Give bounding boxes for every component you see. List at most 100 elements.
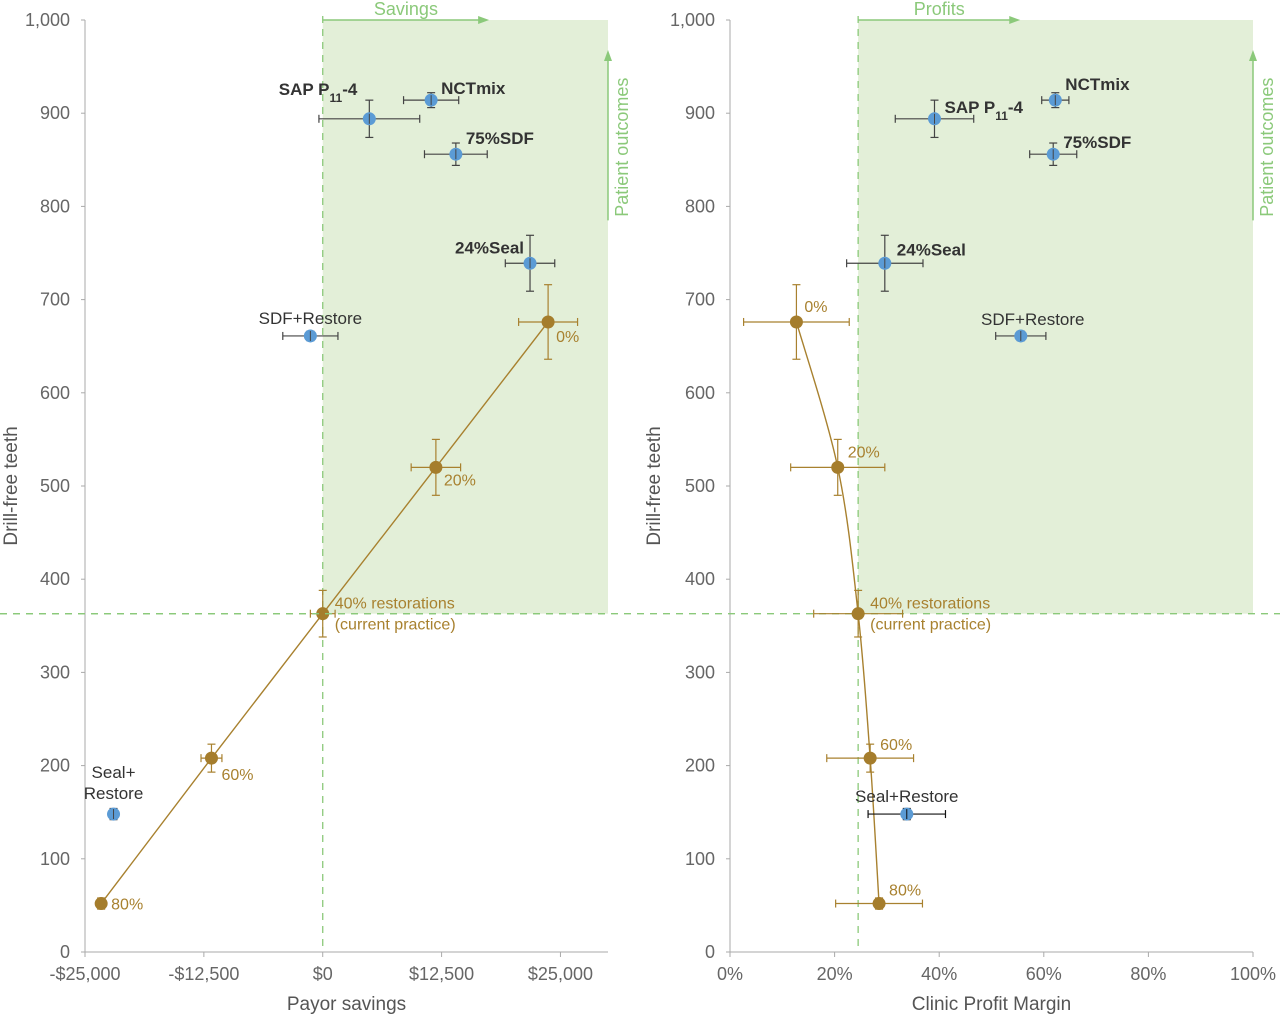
treatment-point: 75%SDF (1029, 133, 1131, 166)
point-label: SAP P11-4 (944, 98, 1023, 123)
point-label: 0% (804, 299, 827, 316)
point-label: 40% restorations (870, 596, 990, 613)
y-tick-label: 600 (685, 383, 715, 403)
y-tick-label: 700 (685, 290, 715, 310)
point-label-subscript: 11 (330, 91, 343, 105)
data-marker (831, 460, 845, 474)
y-tick-label: 600 (40, 383, 70, 403)
y-tick-label: 0 (705, 942, 715, 962)
restoration-point: 80% (94, 897, 143, 914)
treatment-point: SAP P11-4 (894, 98, 1024, 139)
y-tick-label: 1,000 (25, 10, 70, 30)
point-label-subscript: 11 (995, 109, 1008, 123)
region-x-arrow-label: Savings (374, 0, 438, 19)
y-tick-label: 200 (40, 756, 70, 776)
x-tick-label: $0 (313, 964, 333, 984)
region-x-arrow-head (478, 16, 490, 24)
y-tick-label: 0 (60, 942, 70, 962)
treatment-point: SDF+Restore (981, 310, 1085, 343)
point-label-text: SAP P (279, 80, 330, 99)
point-label-text: Seal+ (92, 763, 136, 782)
point-label: Seal+Restore (855, 787, 958, 806)
restoration-point: 0% (518, 284, 579, 360)
point-label-text: 75%SDF (466, 129, 534, 148)
y-tick-label: 200 (685, 756, 715, 776)
y-tick-label: 400 (40, 569, 70, 589)
y-tick-label: 800 (40, 196, 70, 216)
x-axis-label: Clinic Profit Margin (912, 994, 1071, 1015)
x-axis-label: Payor savings (287, 994, 406, 1015)
x-tick-label: 80% (1130, 964, 1166, 984)
point-label: 80% (889, 883, 921, 900)
restoration-point: 40% restorations (current practice) (309, 589, 456, 638)
point-label-line2: Restore (84, 784, 144, 803)
restoration-point: 60% (826, 737, 915, 773)
data-marker (863, 751, 877, 765)
point-label: 40% restorations (335, 596, 455, 613)
x-tick-label: 40% (921, 964, 957, 984)
x-tick-label: $25,000 (528, 964, 593, 984)
y-tick-label: 800 (685, 196, 715, 216)
y-axis-label: Drill-free teeth (644, 426, 665, 545)
point-label-text: 60% (221, 767, 253, 784)
y-tick-label: 100 (685, 849, 715, 869)
treatment-point: Seal+Restore (855, 787, 959, 821)
point-label: SDF+Restore (259, 309, 362, 328)
x-tick-label: 0% (717, 964, 743, 984)
point-label: 0% (556, 329, 579, 346)
point-label: 60% (880, 737, 912, 754)
target-region (322, 20, 608, 614)
point-label: SAP P11-4 (279, 80, 358, 105)
restoration-point: 40% restorations (current practice) (813, 589, 991, 638)
point-label-suffix: -4 (1008, 98, 1024, 117)
data-marker (204, 751, 218, 765)
point-label: Seal+ (92, 763, 136, 782)
treatment-point: 24%Seal (455, 234, 556, 292)
region-y-arrow-head (604, 50, 612, 61)
treatment-point: 75%SDF (423, 129, 534, 166)
region-y-arrow-label: Patient outcomes (1257, 78, 1277, 217)
point-label: 20% (848, 444, 880, 461)
point-label-line2: (current practice) (335, 617, 456, 634)
y-tick-label: 500 (685, 476, 715, 496)
data-marker (851, 607, 865, 621)
y-tick-label: 300 (40, 662, 70, 682)
point-label-text: 75%SDF (1063, 133, 1131, 152)
point-label-text: 0% (804, 299, 827, 316)
point-label-text: Seal+Restore (855, 787, 958, 806)
region-y-arrow-head (1249, 50, 1257, 61)
point-label-text: 20% (444, 472, 476, 489)
treatment-point: 24%Seal (846, 234, 966, 292)
point-label-suffix: -4 (342, 80, 358, 99)
y-tick-label: 900 (40, 103, 70, 123)
point-label-text: NCTmix (1065, 75, 1130, 94)
point-label: 75%SDF (1063, 133, 1131, 152)
point-label: NCTmix (441, 79, 506, 98)
data-marker (789, 315, 803, 329)
point-label: 24%Seal (897, 240, 966, 259)
restoration-point: 20% (790, 438, 886, 496)
point-label: SDF+Restore (981, 310, 1084, 329)
point-label-text: 0% (556, 329, 579, 346)
x-tick-label: -$12,500 (168, 964, 239, 984)
point-label-text: 24%Seal (455, 238, 524, 257)
x-tick-label: 20% (817, 964, 853, 984)
restoration-point: 80% (835, 883, 924, 911)
point-label: 60% (221, 767, 253, 784)
x-tick-label: -$25,000 (49, 964, 120, 984)
restoration-point: 20% (410, 438, 476, 496)
x-tick-label: $12,500 (409, 964, 474, 984)
y-tick-label: 1,000 (670, 10, 715, 30)
treatment-point: SDF+Restore (259, 309, 362, 343)
point-label-text: SDF+Restore (259, 309, 362, 328)
region-x-arrow-head (1009, 16, 1021, 24)
point-label-text: 20% (848, 444, 880, 461)
data-marker (94, 897, 108, 911)
point-label-text: 80% (889, 883, 921, 900)
x-tick-label: 60% (1026, 964, 1062, 984)
point-label-line2: (current practice) (870, 617, 991, 634)
data-marker (872, 897, 886, 911)
x-tick-label: 100% (1230, 964, 1276, 984)
